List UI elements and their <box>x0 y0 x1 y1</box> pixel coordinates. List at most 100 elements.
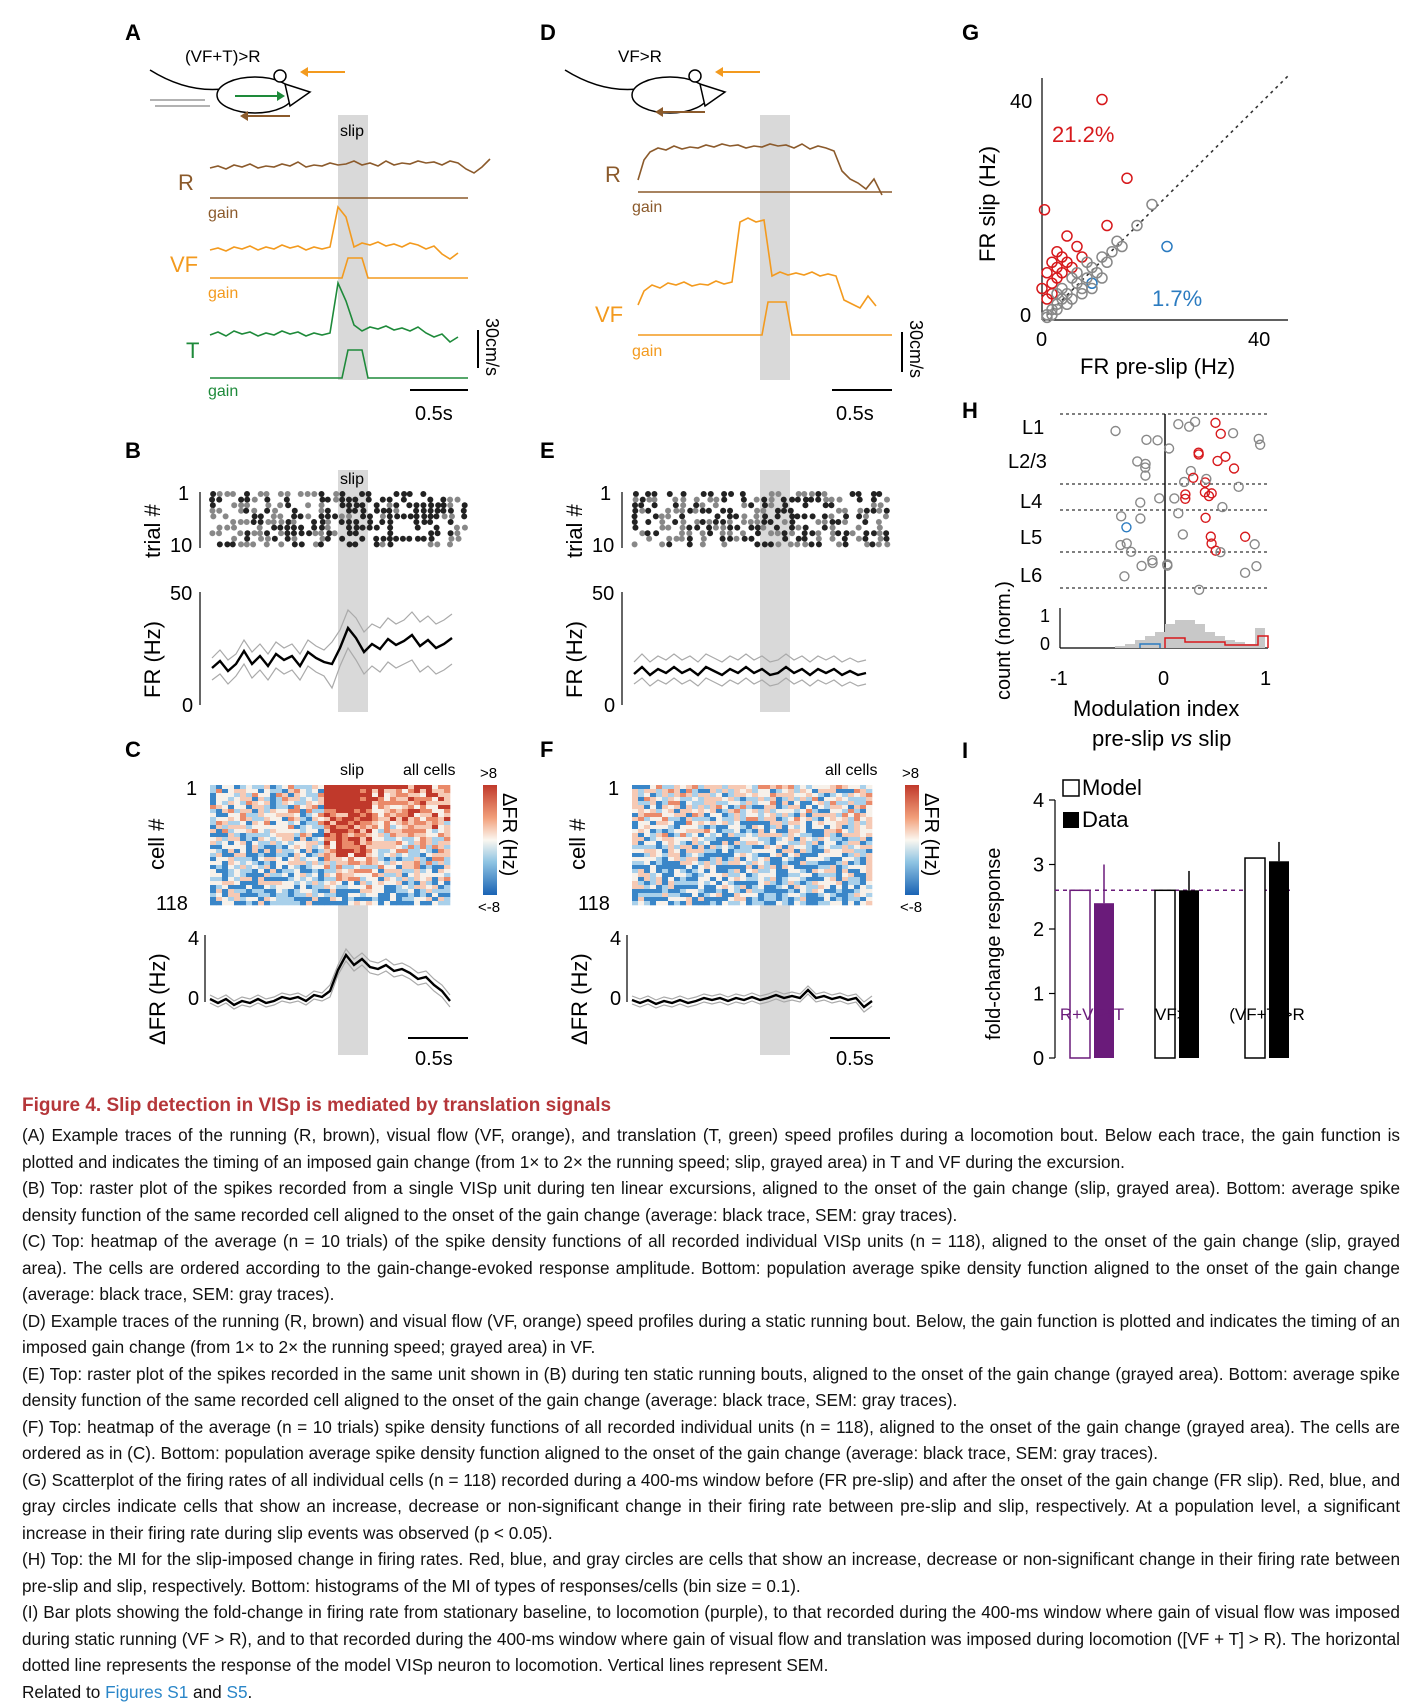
panel-letter-i: I <box>962 738 968 763</box>
heat-cell <box>656 841 663 846</box>
heat-cell <box>420 785 427 790</box>
heat-cell <box>408 853 415 858</box>
heat-cell <box>836 837 843 842</box>
heat-cell <box>752 853 759 858</box>
heat-cell <box>300 793 307 798</box>
spike <box>393 535 400 542</box>
spike <box>680 502 687 509</box>
heat-cell <box>444 893 451 898</box>
heat-cell <box>812 801 819 806</box>
heat-cell <box>348 877 355 882</box>
link-figures-s1[interactable]: Figures S1 <box>105 1681 189 1702</box>
heat-cell <box>408 869 415 874</box>
spike <box>707 491 714 497</box>
spike <box>712 519 719 525</box>
heat-cell <box>396 817 403 822</box>
heat-cell <box>300 869 307 874</box>
heat-cell <box>854 805 861 810</box>
heat-cell <box>656 785 663 790</box>
heat-cell <box>704 845 711 850</box>
heat-cell <box>758 833 765 838</box>
heat-cell <box>312 809 319 814</box>
heat-cell <box>288 849 295 854</box>
heat-cell <box>348 901 355 906</box>
heat-cell <box>402 813 409 818</box>
heat-cell <box>270 853 277 858</box>
spike <box>680 519 687 525</box>
heat-cell <box>390 865 397 870</box>
heat-cell <box>668 897 675 902</box>
heat-cell <box>432 813 439 818</box>
heat-cell <box>662 889 669 894</box>
heat-cell <box>650 829 657 834</box>
heat-cell <box>662 785 669 790</box>
heat-cell <box>842 845 849 850</box>
heat-cell <box>366 901 373 906</box>
heat-cell <box>866 885 873 890</box>
heat-cell <box>824 845 831 850</box>
caption-e: (E) Top: raster plot of the spikes recor… <box>22 1363 1400 1411</box>
heat-cell <box>680 881 687 886</box>
spike <box>760 507 767 514</box>
heat-cell <box>360 857 367 862</box>
heat-cell <box>222 805 229 810</box>
heat-cell <box>228 789 235 794</box>
heat-cell <box>408 873 415 878</box>
heat-cell <box>776 897 783 902</box>
heat-cell <box>722 897 729 902</box>
heat-cell <box>408 805 415 810</box>
heat-cell <box>836 853 843 858</box>
heat-cell <box>210 869 217 874</box>
heat-cell <box>372 793 379 798</box>
heat-cell <box>746 889 753 894</box>
heat-cell <box>824 853 831 858</box>
spike <box>331 530 338 537</box>
heat-cell <box>686 825 693 830</box>
spike <box>815 519 822 525</box>
heat-cell <box>638 853 645 858</box>
heat-cell <box>234 809 241 814</box>
heat-cell <box>384 849 391 854</box>
heat-cell <box>656 817 663 822</box>
heat-cell <box>276 893 283 898</box>
spike <box>421 519 428 525</box>
heat-cell <box>710 877 717 882</box>
panel-b: B slip trial # 1 10 FR (Hz) 50 0 <box>125 438 468 717</box>
heat-cell <box>372 893 379 898</box>
heat-cell <box>330 865 337 870</box>
heat-cell <box>752 829 759 834</box>
heat-cell <box>800 805 807 810</box>
heat-cell <box>258 853 265 858</box>
heat-cell <box>830 821 837 826</box>
heat-cell <box>638 805 645 810</box>
heat-cell <box>692 789 699 794</box>
scatter-point-increase <box>1038 204 1051 216</box>
mi-point <box>1147 555 1158 566</box>
spike <box>855 491 862 497</box>
link-s5[interactable]: S5 <box>226 1681 248 1702</box>
cbar-label-f: ΔFR (Hz) <box>920 793 942 876</box>
spike <box>876 524 883 531</box>
panel-f: F all cells cell # 1 118 >8 <-8 ΔFR (Hz)… <box>540 737 942 1070</box>
spike <box>678 530 685 537</box>
heat-cell <box>818 881 825 886</box>
heat-cell <box>806 801 813 806</box>
heat-cell <box>288 833 295 838</box>
heat-cell <box>402 797 409 802</box>
spike <box>387 541 394 548</box>
spike <box>673 535 680 542</box>
spike <box>285 502 292 509</box>
heat-cell <box>680 869 687 874</box>
heat-cell <box>674 873 681 878</box>
heat-cell <box>222 845 229 850</box>
heat-cell <box>378 833 385 838</box>
spike <box>849 530 856 537</box>
heat-cell <box>668 789 675 794</box>
mi-point <box>1173 508 1184 519</box>
heat-cell <box>264 841 271 846</box>
spike <box>802 496 809 503</box>
heat-cell <box>758 881 765 886</box>
scatter-point-increase <box>1121 172 1133 184</box>
heat-cell <box>692 809 699 814</box>
heat-cell <box>282 813 289 818</box>
